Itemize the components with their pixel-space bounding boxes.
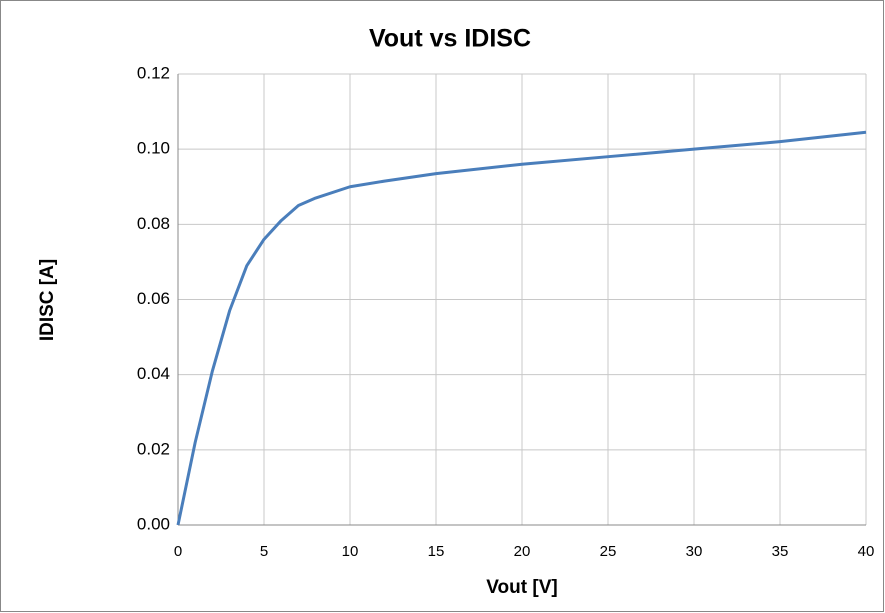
x-tick-label: 10 <box>342 543 359 560</box>
y-tick-label: 0.02 <box>137 439 170 458</box>
x-tick-label: 15 <box>428 543 445 560</box>
x-tick-label: 25 <box>600 543 617 560</box>
y-tick-label: 0.10 <box>137 139 170 158</box>
y-tick-label: 0.12 <box>137 63 170 82</box>
x-tick-label: 30 <box>686 543 703 560</box>
data-line <box>176 130 867 526</box>
y-tick-label: 0.06 <box>137 289 170 308</box>
x-axis-title: Vout [V] <box>486 577 557 598</box>
x-tick-label: 40 <box>858 543 875 560</box>
x-tick-label: 5 <box>260 543 268 560</box>
y-tick-label: 0.00 <box>137 514 170 533</box>
x-tick-label: 20 <box>514 543 531 560</box>
x-tick-label: 35 <box>772 543 789 560</box>
chart-title: Vout vs IDISC <box>369 25 531 53</box>
x-tick-label: 0 <box>174 543 182 560</box>
y-tick-label: 0.04 <box>137 364 170 383</box>
y-tick-label: 0.08 <box>137 214 170 233</box>
y-axis-title: IDISC [A] <box>37 259 58 341</box>
